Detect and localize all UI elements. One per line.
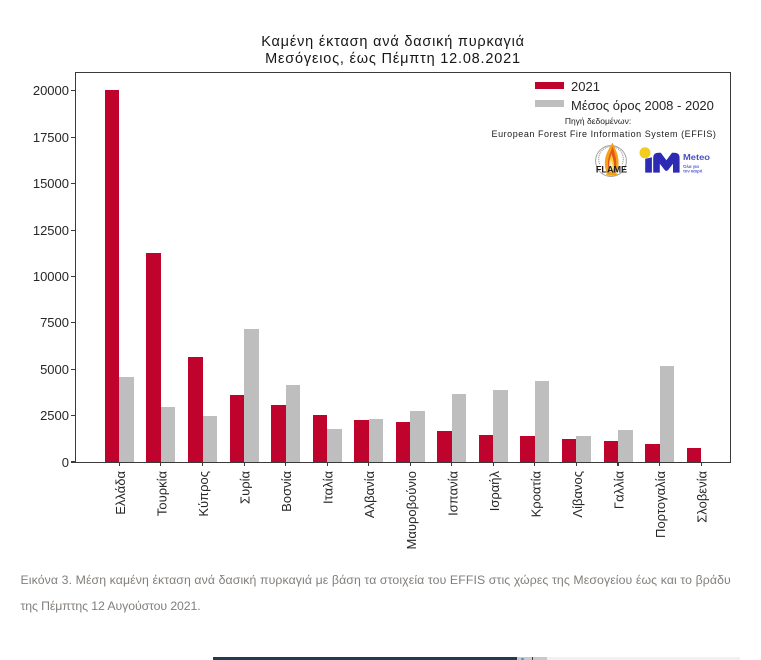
svg-text:Όλα για: Όλα για <box>682 164 699 169</box>
svg-text:τον καιρό: τον καιρό <box>683 169 703 174</box>
svg-text:FLAME: FLAME <box>596 164 628 175</box>
svg-text:Meteo: Meteo <box>683 152 710 162</box>
